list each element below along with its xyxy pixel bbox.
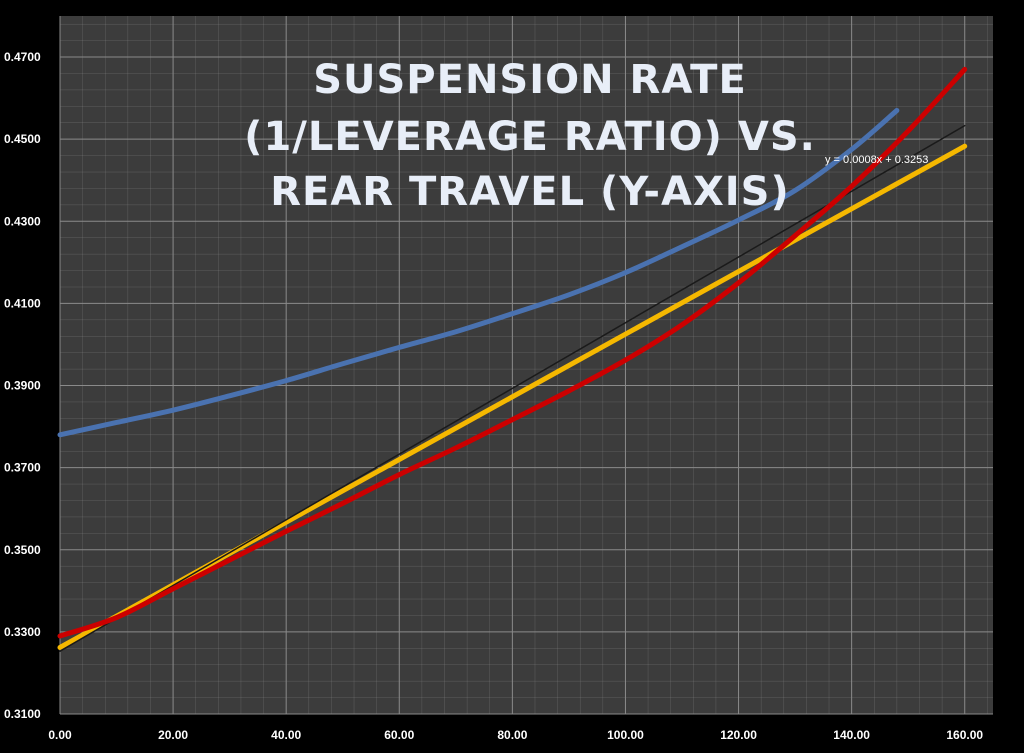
y-tick-label: 0.3900: [4, 379, 41, 393]
x-tick-label: 140.00: [833, 728, 870, 742]
x-tick-label: 80.00: [497, 728, 527, 742]
y-tick-label: 0.4500: [4, 132, 41, 146]
series-line-3: [59, 124, 966, 652]
x-tick-label: 60.00: [384, 728, 414, 742]
chart-title-line-1: SUSPENSION RATE: [313, 57, 747, 103]
y-tick-label: 0.3300: [4, 625, 41, 639]
series-layer: [57, 66, 968, 652]
y-tick-label: 0.4300: [4, 214, 41, 228]
grid-lines: [59, 16, 993, 715]
series-line-0: [57, 107, 900, 438]
x-tick-label: 100.00: [607, 728, 644, 742]
y-tick-label: 0.3100: [4, 707, 41, 721]
chart-title: SUSPENSION RATE (1/LEVERAGE RATIO) VS. R…: [244, 57, 816, 215]
plot-background: [60, 16, 993, 714]
x-tick-label: 20.00: [158, 728, 188, 742]
x-tick-label: 40.00: [271, 728, 301, 742]
trendline-equation-label: y = 0.0008x + 0.3253: [825, 154, 928, 166]
x-tick-label: 120.00: [720, 728, 757, 742]
y-tick-label: 0.3700: [4, 461, 41, 475]
chart-title-line-3: REAR TRAVEL (Y-AXIS): [270, 169, 790, 215]
y-tick-label: 0.3500: [4, 543, 41, 557]
x-tick-label: 0.00: [48, 728, 72, 742]
y-tick-label: 0.4700: [4, 50, 41, 64]
tick-labels: 0.00 20.00 40.00 60.00 80.00 100.00 120.00 140.…: [4, 50, 983, 742]
y-tick-label: 0.4100: [4, 296, 41, 310]
series-line-1: [57, 66, 968, 639]
chart-title-line-2: (1/LEVERAGE RATIO) VS.: [244, 114, 816, 160]
x-tick-label: 160.00: [946, 728, 983, 742]
